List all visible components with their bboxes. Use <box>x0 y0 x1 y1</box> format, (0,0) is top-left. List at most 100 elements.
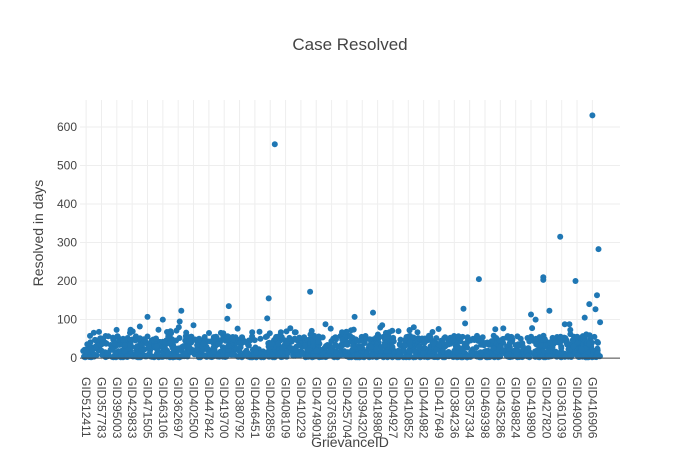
data-point <box>215 341 222 348</box>
data-point <box>332 334 339 341</box>
data-point <box>549 334 556 341</box>
data-point <box>136 323 143 330</box>
data-point <box>532 316 539 323</box>
data-point <box>474 353 481 360</box>
x-tick-label: GID402500 <box>187 377 201 439</box>
data-point <box>283 328 290 335</box>
data-point <box>173 327 180 334</box>
data-point <box>339 329 345 336</box>
data-point <box>589 112 596 119</box>
data-point <box>395 328 402 335</box>
data-point <box>343 328 350 335</box>
data-point <box>284 339 291 346</box>
data-point <box>549 344 556 351</box>
data-point <box>368 343 374 350</box>
x-tick-label: GID463106 <box>156 377 170 439</box>
data-point <box>561 353 568 360</box>
data-point <box>594 338 601 345</box>
data-point <box>132 337 139 344</box>
data-point <box>315 338 322 345</box>
data-point <box>557 338 564 345</box>
data-point <box>210 336 217 343</box>
data-point <box>159 316 166 323</box>
data-point <box>454 344 461 350</box>
data-point <box>114 333 121 340</box>
y-tick-label: 500 <box>57 158 77 172</box>
data-point <box>462 320 469 327</box>
data-point <box>440 348 446 355</box>
data-point <box>506 340 513 347</box>
data-point <box>546 339 553 346</box>
data-point <box>461 340 468 347</box>
x-tick-label: GID404927 <box>386 377 400 439</box>
data-point <box>251 337 258 344</box>
data-point <box>354 351 361 358</box>
data-point <box>373 345 379 352</box>
data-point <box>533 335 539 342</box>
data-point <box>211 348 218 355</box>
x-tick-label: GID410229 <box>294 377 308 439</box>
data-point <box>433 335 440 342</box>
data-point <box>520 343 526 350</box>
data-point <box>377 352 384 359</box>
data-point <box>421 339 427 346</box>
data-point <box>113 354 119 361</box>
data-point <box>192 336 198 343</box>
data-point <box>148 353 155 360</box>
data-point <box>497 353 504 360</box>
data-point <box>368 351 375 358</box>
data-point <box>569 337 576 344</box>
data-point <box>445 339 452 346</box>
data-point <box>265 295 272 302</box>
data-point <box>429 329 436 335</box>
data-point <box>591 333 598 340</box>
data-point <box>186 338 193 345</box>
data-point <box>594 292 600 299</box>
data-point <box>127 327 134 334</box>
data-point <box>389 343 395 350</box>
data-point <box>146 344 152 351</box>
data-point <box>215 352 222 359</box>
y-tick-label: 600 <box>57 120 77 134</box>
data-point <box>328 338 335 345</box>
data-point <box>541 336 548 343</box>
data-point <box>99 351 106 358</box>
data-point <box>574 333 581 340</box>
data-point <box>339 336 346 343</box>
data-point <box>370 309 376 316</box>
data-point <box>105 333 112 340</box>
data-point <box>500 347 507 354</box>
data-point <box>396 341 403 348</box>
data-point <box>581 314 588 321</box>
data-point <box>84 341 91 348</box>
data-point <box>166 340 173 347</box>
data-point <box>291 329 298 336</box>
data-point <box>444 350 451 357</box>
data-point <box>396 351 403 358</box>
data-point <box>81 354 88 361</box>
data-point <box>505 351 512 358</box>
data-point <box>538 342 544 349</box>
data-point <box>531 351 538 358</box>
x-tick-label: GID449005 <box>570 377 584 439</box>
data-point <box>407 338 413 345</box>
data-point <box>567 331 574 338</box>
data-point <box>83 348 90 355</box>
data-point <box>389 327 396 334</box>
x-tick-label: GID408109 <box>279 377 293 439</box>
data-point <box>200 340 207 347</box>
data-point <box>121 342 128 349</box>
data-point <box>93 344 99 351</box>
x-tick-label: GID376359 <box>325 377 339 439</box>
data-point <box>526 338 533 345</box>
x-tick-label: GID425704 <box>340 377 354 439</box>
y-tick-label: 100 <box>57 313 77 327</box>
x-tick-label: GID474901 <box>309 377 323 439</box>
data-point <box>594 345 601 352</box>
data-point <box>483 353 490 360</box>
data-point <box>482 340 489 347</box>
data-point <box>225 351 231 358</box>
data-point <box>109 334 116 341</box>
data-point <box>133 344 140 351</box>
